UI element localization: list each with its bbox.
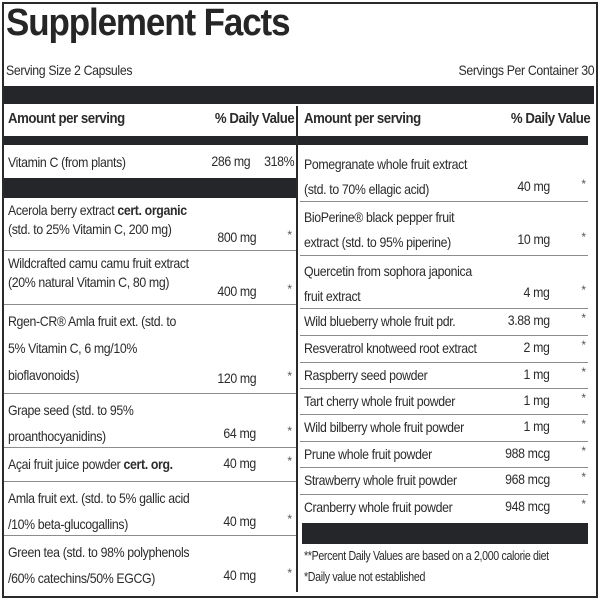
ingredient-amount: 40 mg xyxy=(517,178,551,194)
left-dv-header: % Daily Value xyxy=(214,110,295,127)
ingredient-row: Tart cherry whole fruit powder 1 mg * xyxy=(300,389,588,415)
ingredient-amount: 400 mg xyxy=(217,283,256,299)
footnote-percent-dv: **Percent Daily Values are based on a 2,… xyxy=(304,549,549,563)
ingredient-amount: 1 mg xyxy=(524,418,550,434)
footnote-divider-bar xyxy=(302,523,588,544)
ingredient-amount: 968 mcg xyxy=(505,471,550,487)
vitamin-c-divider-bar xyxy=(4,178,296,198)
ingredient-name: Prune whole fruit powder xyxy=(304,446,432,462)
dv-asterisk: * xyxy=(287,228,292,242)
ingredient-amount: 64 mg xyxy=(223,425,257,441)
header-underline-bar-left xyxy=(4,136,296,145)
dv-asterisk: * xyxy=(581,177,586,191)
servings-per-container: Servings Per Container 30 xyxy=(458,62,594,78)
ingredient-amount: 4 mg xyxy=(524,284,550,300)
ingredient-name: Raspberry seed powder xyxy=(304,367,428,383)
ingredient-row: Grape seed (std. to 95% proanthocyanidins… xyxy=(4,394,296,448)
ingredient-row: Prune whole fruit powder 988 mcg * xyxy=(300,442,588,468)
nutrient-amount: 286 mg xyxy=(211,153,250,169)
ingredient-name: Wild bilberry whole fruit powder xyxy=(304,419,464,435)
ingredient-name: Wild blueberry whole fruit pdr. xyxy=(304,313,456,329)
ingredient-row: Rgen-CR® Amla fruit ext. (std. to 5% Vita… xyxy=(4,305,296,394)
ingredient-name: Green tea (std. to 98% polyphenols/60% c… xyxy=(8,544,190,586)
dv-asterisk: * xyxy=(581,470,586,484)
ingredient-amount: 800 mg xyxy=(217,229,256,245)
dv-asterisk: * xyxy=(581,391,586,405)
nutrient-dv: 318% xyxy=(263,153,294,169)
right-dv-header: % Daily Value xyxy=(510,110,591,127)
ingredient-row: BioPerine® black pepper fruit extract (st… xyxy=(300,202,588,256)
ingredient-row: Raspberry seed powder 1 mg * xyxy=(300,363,588,389)
ingredient-row: Wildcrafted camu camu fruit extract (20% … xyxy=(4,251,296,305)
ingredient-row: Wild bilberry whole fruit powder 1 mg * xyxy=(300,415,588,442)
ingredient-amount: 2 mg xyxy=(524,339,550,355)
ingredient-name: Rgen-CR® Amla fruit ext. (std. to 5% Vita… xyxy=(8,313,176,383)
ingredient-row: Quercetin from sophora japonica fruit ext… xyxy=(300,256,588,309)
ingredient-amount: 3.88 mg xyxy=(507,312,550,328)
dv-asterisk: * xyxy=(287,369,292,383)
dv-asterisk: * xyxy=(287,566,292,580)
thick-divider-bar xyxy=(4,86,594,104)
dv-asterisk: * xyxy=(581,283,586,297)
dv-asterisk: * xyxy=(581,338,586,352)
ingredient-amount: 1 mg xyxy=(524,366,550,382)
header-underline-bar-right xyxy=(298,136,588,145)
ingredient-amount: 948 mcg xyxy=(505,498,550,514)
dv-asterisk: * xyxy=(581,311,586,325)
dv-asterisk: * xyxy=(581,230,586,244)
dv-asterisk: * xyxy=(287,424,292,438)
right-amount-header: Amount per serving xyxy=(304,110,421,127)
dv-asterisk: * xyxy=(581,417,586,431)
ingredient-amount: 988 mcg xyxy=(505,445,550,461)
ingredient-name: Grape seed (std. to 95% proanthocyanidins… xyxy=(8,402,134,444)
ingredient-name: Strawberry whole fruit powder xyxy=(304,472,457,488)
ingredient-row: Strawberry whole fruit powder 968 mcg * xyxy=(300,468,588,495)
ingredient-amount: 120 mg xyxy=(217,370,256,386)
dv-asterisk: * xyxy=(581,444,586,458)
ingredient-name: Açai fruit juice powder cert. org. xyxy=(8,456,173,472)
ingredient-name: Wildcrafted camu camu fruit extract (20% … xyxy=(8,255,189,290)
ingredient-row: Amla fruit ext. (std. to 5% gallic acid /… xyxy=(4,482,296,536)
column-divider xyxy=(296,106,298,592)
dv-asterisk: * xyxy=(287,454,292,468)
ingredient-name: Cranberry whole fruit powder xyxy=(304,499,453,515)
ingredient-amount: 40 mg xyxy=(223,567,257,583)
ingredient-row: Acerola berry extract cert. organic (std.… xyxy=(4,198,296,251)
ingredient-name: Pomegranate whole fruit extract (std. to … xyxy=(304,156,468,197)
dv-asterisk: * xyxy=(287,282,292,296)
ingredient-amount: 40 mg xyxy=(223,455,257,471)
footnote-dv-not-established: *Daily value not established xyxy=(304,570,426,584)
ingredient-name: Amla fruit ext. (std. to 5% gallic acid /… xyxy=(8,490,190,532)
panel-title: Supplement Facts xyxy=(6,2,291,44)
ingredient-name: Tart cherry whole fruit powder xyxy=(304,393,456,409)
ingredient-name: Quercetin from sophora japonica fruit ext… xyxy=(304,263,472,304)
ingredient-amount: 1 mg xyxy=(524,392,550,408)
ingredient-amount: 10 mg xyxy=(517,231,551,247)
dv-asterisk: * xyxy=(581,365,586,379)
serving-size: Serving Size 2 Capsules xyxy=(6,62,133,78)
left-amount-header: Amount per serving xyxy=(8,110,125,127)
nutrient-name: Vitamin C (from plants) xyxy=(8,154,126,170)
vitamin-c-row: Vitamin C (from plants) 286 mg 318% xyxy=(4,148,296,178)
ingredient-name: Acerola berry extract cert. organic (std.… xyxy=(8,202,187,237)
ingredient-row: Açai fruit juice powder cert. org. 40 mg… xyxy=(4,448,296,482)
ingredient-row: Cranberry whole fruit powder 948 mcg * xyxy=(300,495,588,521)
ingredient-amount: 40 mg xyxy=(223,513,257,529)
dv-asterisk: * xyxy=(287,512,292,526)
ingredient-name: BioPerine® black pepper fruit extract (st… xyxy=(304,209,455,250)
ingredient-row: Pomegranate whole fruit extract (std. to … xyxy=(300,148,588,202)
ingredient-row: Wild blueberry whole fruit pdr. 3.88 mg … xyxy=(300,309,588,336)
ingredient-row: Resveratrol knotweed root extract 2 mg * xyxy=(300,336,588,363)
dv-asterisk: * xyxy=(581,497,586,511)
ingredient-name: Resveratrol knotweed root extract xyxy=(304,340,477,356)
ingredient-row: Green tea (std. to 98% polyphenols/60% c… xyxy=(4,536,296,590)
